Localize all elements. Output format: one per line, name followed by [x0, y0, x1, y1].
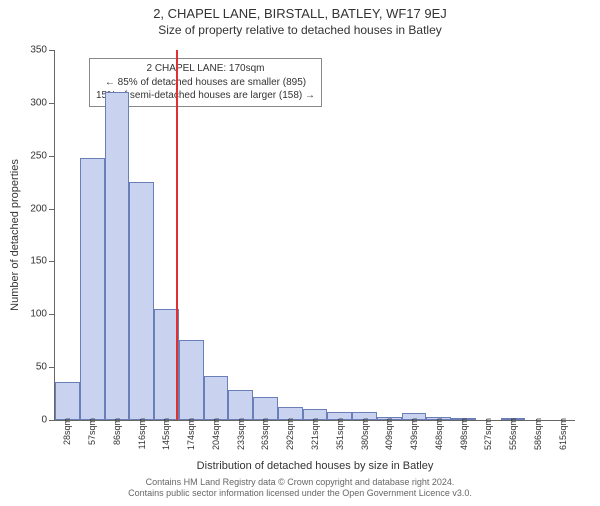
plot-area: Number of detached properties Distributi… — [54, 50, 575, 421]
x-tick-label: 233sqm — [236, 418, 246, 450]
page-title: 2, CHAPEL LANE, BIRSTALL, BATLEY, WF17 9… — [0, 6, 600, 21]
y-tick-label: 50 — [21, 362, 47, 373]
x-tick-label: 439sqm — [409, 418, 419, 450]
histogram-bar — [179, 340, 204, 420]
x-tick-label: 174sqm — [186, 418, 196, 450]
x-tick-label: 263sqm — [260, 418, 270, 450]
y-tick — [49, 156, 55, 157]
histogram-bar — [80, 158, 105, 420]
y-tick — [49, 209, 55, 210]
x-tick-label: 145sqm — [161, 418, 171, 450]
chart-area: Number of detached properties Distributi… — [54, 50, 574, 420]
histogram-bar — [129, 182, 154, 420]
page-subtitle: Size of property relative to detached ho… — [0, 23, 600, 37]
x-tick-label: 556sqm — [508, 418, 518, 450]
x-tick-label: 57sqm — [87, 418, 97, 445]
x-tick-label: 409sqm — [384, 418, 394, 450]
footer-line-2: Contains public sector information licen… — [0, 488, 600, 500]
histogram-bar — [55, 382, 80, 420]
histogram-bar — [228, 390, 253, 420]
x-tick-label: 204sqm — [211, 418, 221, 450]
y-tick-label: 0 — [21, 415, 47, 426]
y-tick — [49, 103, 55, 104]
x-tick-label: 116sqm — [137, 418, 147, 449]
x-tick-label: 28sqm — [62, 418, 72, 445]
footer-line-1: Contains HM Land Registry data © Crown c… — [0, 477, 600, 489]
y-tick-label: 250 — [21, 150, 47, 161]
y-tick — [49, 261, 55, 262]
y-tick — [49, 420, 55, 421]
y-tick-label: 100 — [21, 309, 47, 320]
info-line-property: 2 CHAPEL LANE: 170sqm — [96, 62, 315, 76]
y-tick — [49, 367, 55, 368]
x-axis-label: Distribution of detached houses by size … — [197, 460, 434, 472]
y-axis-label: Number of detached properties — [9, 159, 21, 311]
histogram-bar — [253, 397, 278, 420]
y-tick — [49, 314, 55, 315]
histogram-bar — [204, 376, 229, 420]
histogram-bar — [105, 92, 130, 420]
x-tick-label: 615sqm — [558, 418, 568, 450]
y-tick-label: 350 — [21, 45, 47, 56]
y-tick-label: 200 — [21, 203, 47, 214]
property-marker-line — [176, 50, 178, 420]
info-line-smaller: ← 85% of detached houses are smaller (89… — [96, 76, 315, 90]
x-tick-label: 86sqm — [112, 418, 122, 445]
y-tick-label: 300 — [21, 97, 47, 108]
x-tick-label: 527sqm — [483, 418, 493, 450]
x-tick-label: 380sqm — [360, 418, 370, 450]
x-tick-label: 292sqm — [285, 418, 295, 450]
y-tick-label: 150 — [21, 256, 47, 267]
y-tick — [49, 50, 55, 51]
footer: Contains HM Land Registry data © Crown c… — [0, 477, 600, 500]
x-tick-label: 321sqm — [310, 418, 320, 450]
histogram-bar — [154, 309, 179, 420]
x-tick-label: 586sqm — [533, 418, 543, 450]
x-tick-label: 498sqm — [459, 418, 469, 450]
x-tick-label: 351sqm — [335, 418, 345, 450]
x-tick-label: 468sqm — [434, 418, 444, 450]
